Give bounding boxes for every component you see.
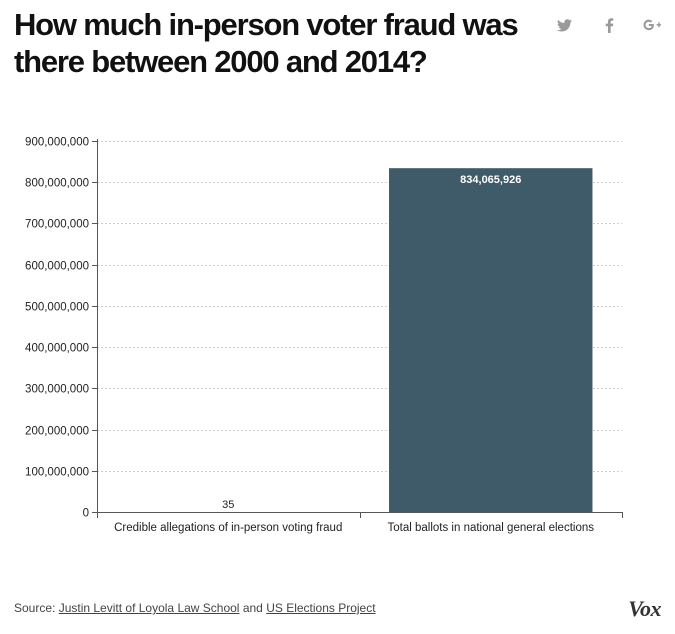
y-tick-label: 500,000,000 <box>25 302 89 314</box>
source-and: and <box>239 601 267 615</box>
x-category-label: Total ballots in national general electi… <box>388 522 595 534</box>
y-tick-label: 200,000,000 <box>25 426 89 438</box>
bars: 35 834,065,926 <box>222 168 593 512</box>
y-tick-label: 800,000,000 <box>25 178 89 190</box>
y-tick-label: 0 <box>83 508 89 520</box>
y-tick-label: 300,000,000 <box>25 384 89 396</box>
y-tick-label: 600,000,000 <box>25 261 89 273</box>
facebook-share-button[interactable] <box>598 14 620 36</box>
vox-logo[interactable]: Vox <box>628 596 661 621</box>
y-tick-label: 400,000,000 <box>25 343 89 355</box>
source-note: Source: Justin Levitt of Loyola Law Scho… <box>14 601 376 615</box>
twitter-share-button[interactable] <box>553 14 575 36</box>
bar-chart: 0 100,000,000 200,000,000 300,000,000 400,00… <box>25 137 623 534</box>
source-link-us-elections-project[interactable]: US Elections Project <box>266 601 376 615</box>
source-link-levitt[interactable]: Justin Levitt of Loyola Law School <box>58 601 240 615</box>
y-tick-label: 100,000,000 <box>25 467 89 479</box>
google-plus-icon <box>643 19 661 31</box>
y-tick-label: 700,000,000 <box>25 219 89 231</box>
data-label: 35 <box>222 499 234 511</box>
source-prefix: Source: <box>14 601 59 615</box>
google-plus-share-button[interactable] <box>641 14 663 36</box>
x-category-label: Credible allegations of in-person voting… <box>114 522 342 534</box>
chart-title: How much in-person voter fraud was there… <box>14 7 519 79</box>
y-tick-label: 900,000,000 <box>25 137 89 149</box>
y-axis: 0 100,000,000 200,000,000 300,000,000 400,00… <box>25 137 98 520</box>
data-label: 834,065,926 <box>460 174 521 186</box>
facebook-icon <box>605 17 613 33</box>
bar[interactable] <box>389 168 593 512</box>
twitter-icon <box>556 18 572 31</box>
x-axis: Credible allegations of in-person voting… <box>97 512 623 534</box>
